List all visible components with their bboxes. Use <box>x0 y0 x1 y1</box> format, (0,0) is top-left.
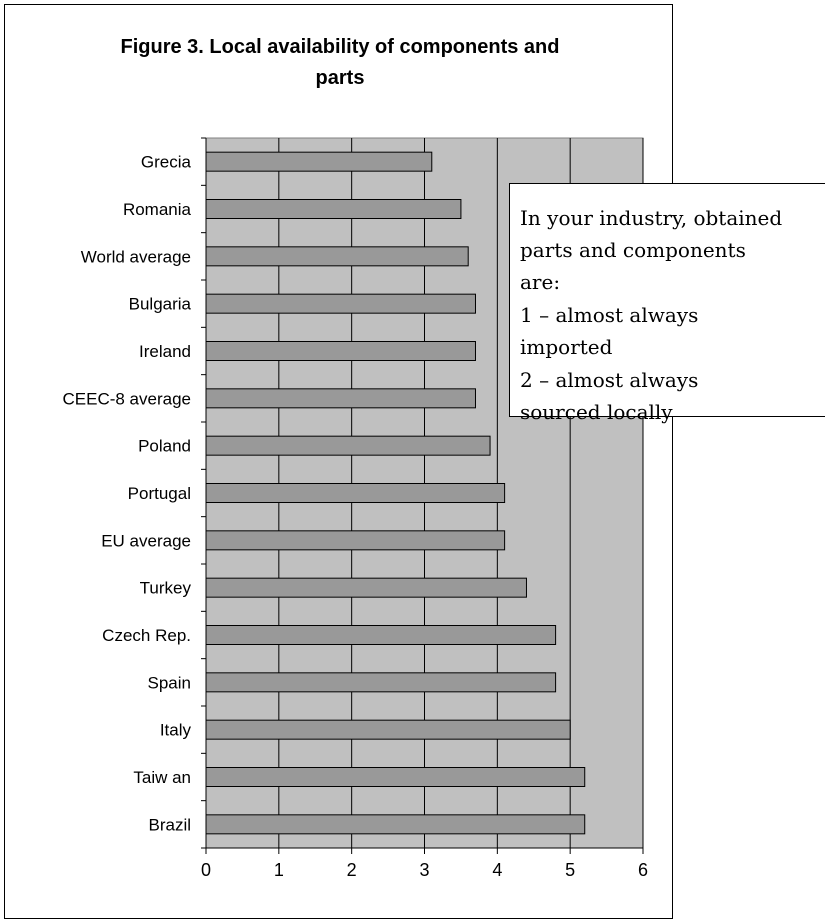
bar <box>205 719 571 740</box>
bar <box>205 246 469 267</box>
category-label: Turkey <box>140 579 192 598</box>
annotation-line-3: are: <box>520 270 560 294</box>
chart-title-line-2: parts <box>316 67 365 89</box>
category-labels: Grecia Romania World average Bulgaria Irelan… <box>62 153 191 835</box>
bar <box>205 814 586 835</box>
category-label: Portugal <box>128 484 191 503</box>
annotation-line-4: 1 – almost always <box>520 303 698 327</box>
bar <box>205 767 586 787</box>
category-label: Spain <box>148 673 191 692</box>
annotation-line-5: imported <box>520 335 613 359</box>
bars <box>205 151 586 835</box>
annotation-line-6: 2 – almost always <box>520 368 698 392</box>
x-tick-label: 4 <box>492 860 502 880</box>
category-label: Bulgaria <box>129 295 192 314</box>
annotation-line-1: In your industry, obtained <box>520 206 782 230</box>
bar <box>205 577 527 598</box>
bar <box>205 293 476 314</box>
axes <box>201 137 644 854</box>
category-label: Italy <box>160 721 192 740</box>
x-tick-label: 6 <box>638 860 648 880</box>
bar <box>205 341 476 361</box>
bar <box>205 530 506 551</box>
bar <box>205 625 557 645</box>
annotation-box: In your industry, obtained parts and com… <box>509 183 825 424</box>
category-label: Brazil <box>148 815 191 834</box>
category-label: CEEC-8 average <box>62 389 191 408</box>
bar <box>205 435 491 456</box>
category-label: Romania <box>123 200 192 219</box>
x-tick-labels: 0 1 2 3 4 5 6 <box>201 860 648 880</box>
bar <box>205 672 557 693</box>
x-tick-label: 3 <box>419 860 429 880</box>
category-label: World average <box>81 247 191 266</box>
annotation-border <box>509 183 825 417</box>
x-tick-label: 2 <box>347 860 357 880</box>
bar <box>205 151 433 172</box>
category-label: Taiw an <box>133 768 191 787</box>
bar <box>205 388 476 409</box>
category-label: Czech Rep. <box>102 626 191 645</box>
category-label: Poland <box>138 437 191 456</box>
x-tick-label: 0 <box>201 860 211 880</box>
annotation-line-2: parts and components <box>520 238 746 262</box>
annotation-line-7: sourced locally <box>520 400 673 424</box>
chart-title-line-1: Figure 3. Local availability of componen… <box>121 36 560 58</box>
x-tick-label: 1 <box>274 860 284 880</box>
bar <box>205 483 506 503</box>
category-label: Ireland <box>139 342 191 361</box>
bar <box>205 199 462 219</box>
category-label: Grecia <box>141 153 192 172</box>
x-tick-label: 5 <box>565 860 575 880</box>
category-label: EU average <box>101 531 191 550</box>
